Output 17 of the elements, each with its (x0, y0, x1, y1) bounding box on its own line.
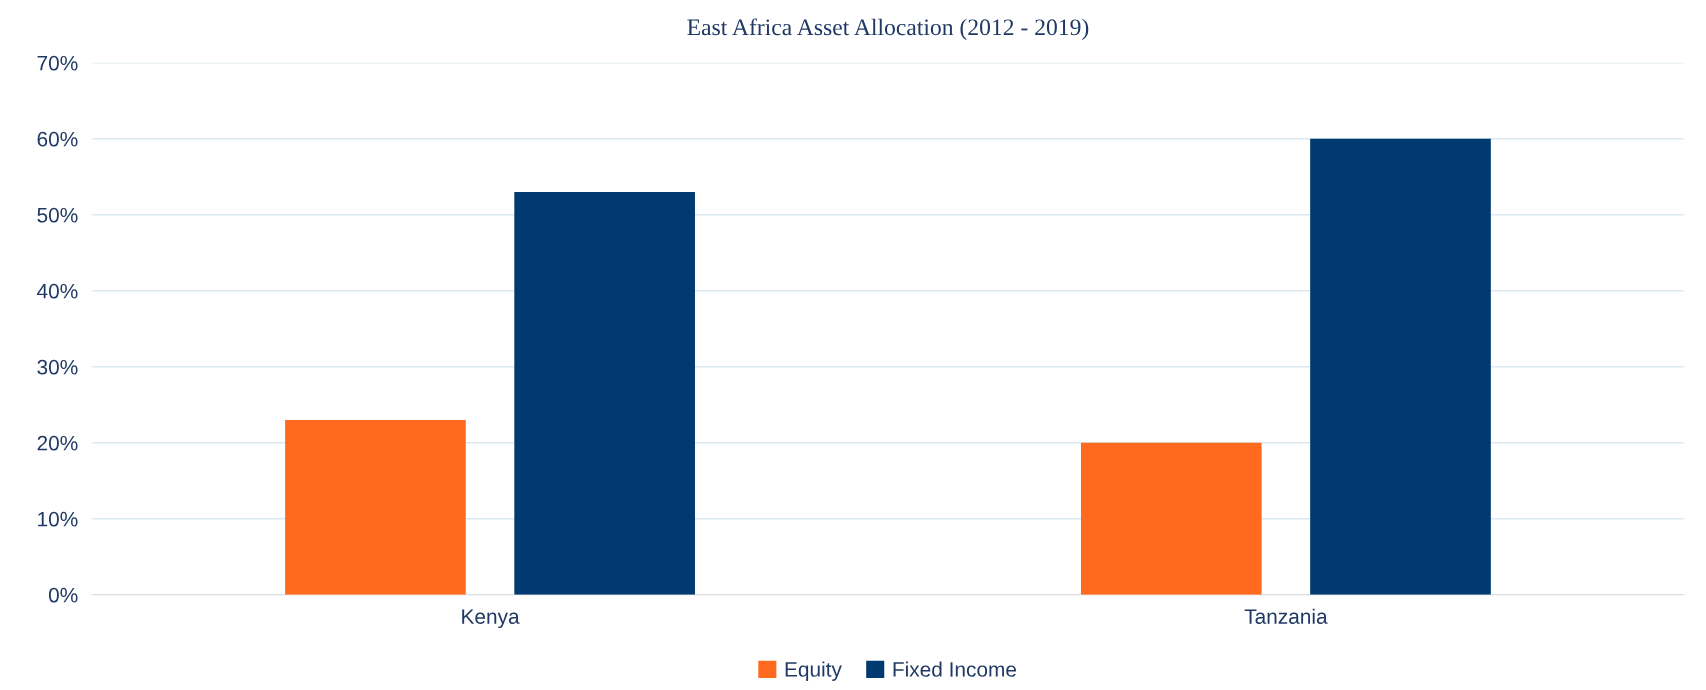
x-tick-label: Kenya (462, 609, 520, 629)
y-tick-label: 10% (38, 511, 78, 527)
y-tick-label: 60% (37, 131, 78, 147)
y-tick-label: 50% (37, 207, 78, 223)
y-tick-label: 20% (37, 435, 78, 451)
y-tick-label: 40% (37, 283, 78, 299)
chart-title: East Africa Asset Allocation (2012 - 2019) (687, 18, 1089, 41)
y-tick-label: 70% (37, 55, 78, 71)
legend-label: Equity (785, 661, 842, 681)
bar (285, 419, 466, 595)
bar (1310, 138, 1491, 595)
bar (514, 191, 695, 595)
y-tick-label: 30% (37, 359, 78, 375)
y-tick-label: 0% (48, 587, 78, 603)
x-tick-label: Tanzania (1244, 608, 1328, 624)
legend-label: Fixed Income (893, 661, 1017, 677)
bar (1080, 442, 1262, 595)
